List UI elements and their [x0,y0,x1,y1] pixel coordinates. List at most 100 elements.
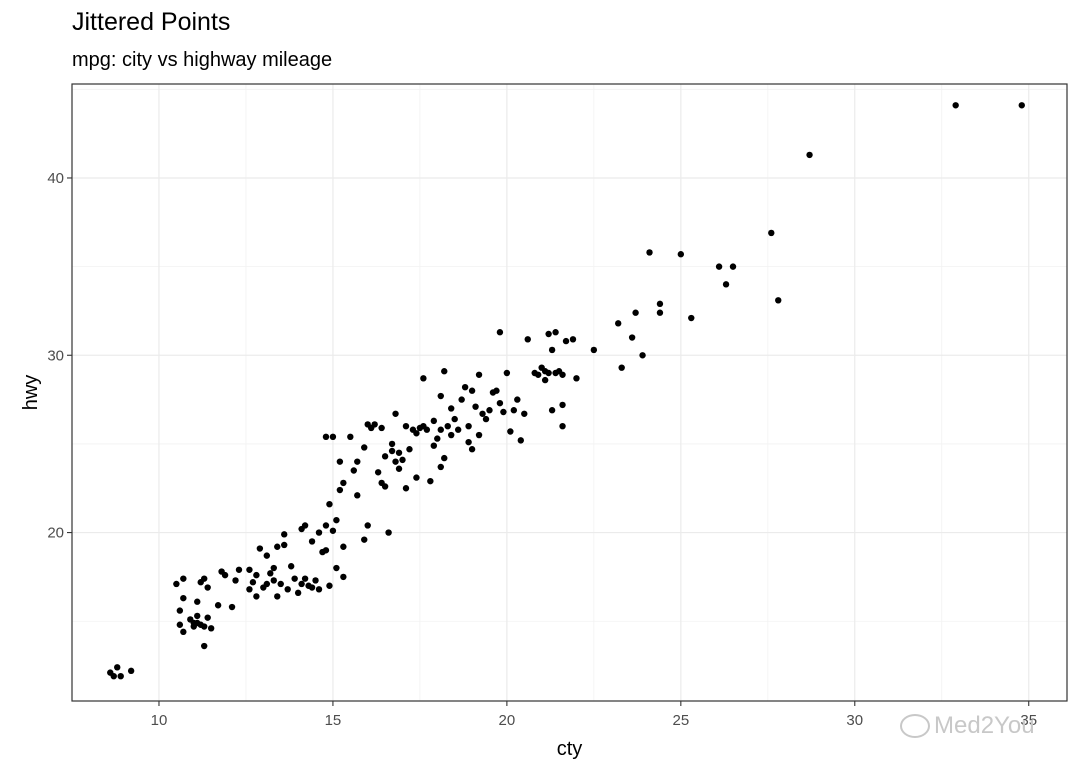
chart-title: Jittered Points [72,8,231,36]
y-tick-label: 40 [47,170,64,187]
data-point [524,336,531,343]
data-point [444,422,451,430]
data-point [548,346,556,354]
data-point [274,543,281,550]
data-point [204,614,211,621]
data-point [437,463,444,471]
data-point [385,529,392,536]
data-point [768,229,775,237]
data-point [517,437,524,444]
data-point [677,251,685,258]
data-point [180,575,187,582]
data-point [235,566,243,573]
data-point [656,300,664,308]
data-point [541,376,549,384]
data-point [399,456,406,464]
data-point [333,564,340,572]
data-point [194,612,201,620]
data-point [562,337,570,345]
data-point [201,575,208,582]
data-point [207,625,215,632]
major-grid [72,84,1067,701]
data-point [326,500,333,508]
x-tick-label: 35 [1020,712,1037,729]
data-point [514,396,521,403]
data-point [552,369,559,377]
data-point [482,415,490,423]
data-point [270,577,277,584]
data-point [253,593,260,600]
data-point [340,543,347,550]
data-point [315,586,323,593]
data-point [573,375,580,382]
data-point [281,541,288,549]
y-axis: 20 30 40 [47,170,72,542]
data-point [221,571,229,579]
data-point [468,446,476,453]
watermark: Med2You [900,712,1035,740]
data-point [270,564,277,572]
data-point [632,309,639,316]
x-axis-title: cty [557,738,583,760]
data-point [395,449,403,456]
x-tick-label: 20 [499,712,516,729]
x-tick-label: 30 [846,712,863,729]
data-point [347,433,354,441]
data-point [430,417,438,425]
data-point [294,589,302,597]
data-point [559,401,566,409]
data-point [402,422,410,430]
data-point [281,531,288,538]
data-point [110,672,117,680]
data-point [176,621,184,628]
data-point [284,586,291,593]
data-point [392,410,399,417]
data-point [263,552,271,559]
data-point [204,584,211,591]
data-point [364,522,371,529]
data-point [423,426,431,433]
data-point [246,586,253,593]
data-point [361,444,368,451]
data-point [615,320,622,327]
data-point [392,458,399,465]
data-point [232,577,239,584]
data-point [493,387,500,394]
data-point [688,314,695,322]
data-point [267,570,274,577]
data-point [534,371,542,378]
data-point [479,410,486,417]
data-point [434,435,441,442]
data-point [510,407,518,414]
data-point [448,431,455,439]
data-point [180,594,187,602]
minor-grid [71,84,1067,701]
data-point [475,431,483,439]
data-point [451,415,458,423]
data-point [465,422,472,430]
data-point [646,249,653,256]
data-point [336,486,344,494]
data-point [371,421,378,428]
data-point [127,667,135,675]
data-point [381,483,389,490]
data-point [249,579,257,586]
data-point [308,584,316,591]
data-point [496,399,504,407]
data-point [437,392,444,400]
data-point [639,352,646,359]
data-point [312,577,319,584]
data-point [441,368,448,375]
data-point [952,102,959,109]
y-tick-label: 30 [47,347,64,364]
data-point [413,430,420,437]
data-points [107,102,1025,680]
data-point [298,580,305,588]
watermark-text: Med2You [934,712,1035,739]
data-point [402,485,410,492]
data-point [287,563,295,570]
data-point [201,623,208,630]
data-point [364,421,371,428]
data-point [329,433,337,441]
